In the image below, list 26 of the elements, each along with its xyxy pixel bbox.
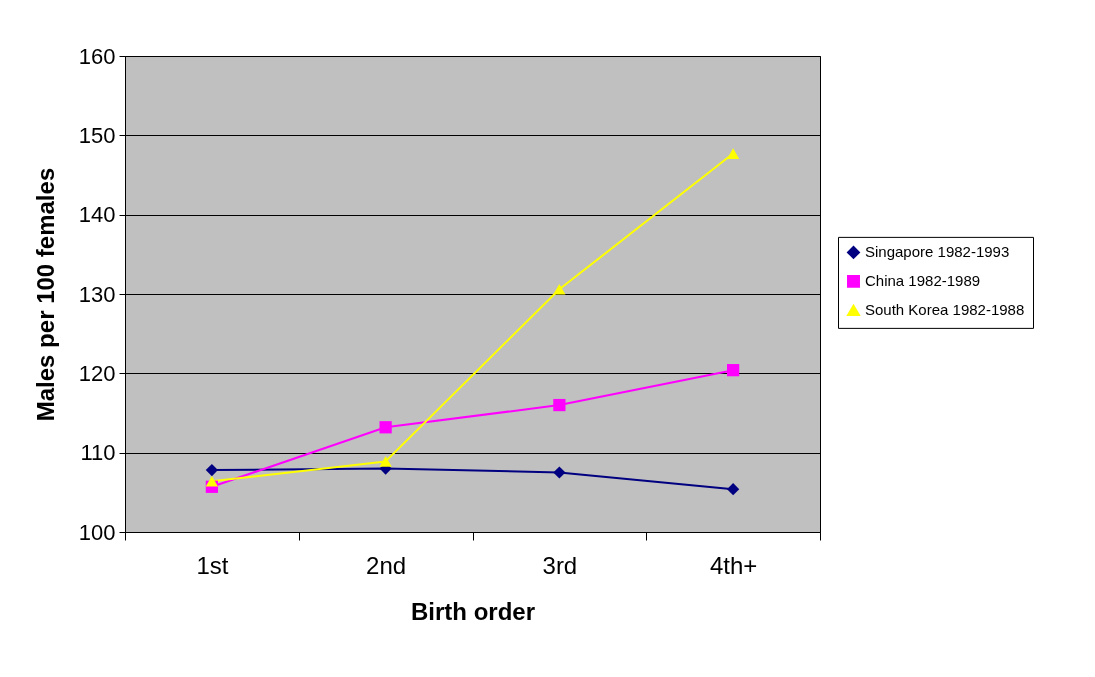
legend-label: South Korea 1982-1988 [865, 301, 1025, 319]
x-tick-label: 4th+ [709, 551, 758, 579]
x-tick-label: 2nd [366, 551, 407, 579]
x-axis-title: Birth order [410, 597, 536, 625]
legend-label: China 1982-1989 [865, 272, 981, 290]
point [727, 364, 740, 377]
y-axis-title: Males per 100 females [31, 167, 59, 422]
point [727, 148, 740, 159]
legend-label: Singapore 1982-1993 [865, 243, 1010, 261]
y-tick-label: 100 [78, 519, 116, 545]
point [205, 475, 218, 487]
y-tick-label: 160 [78, 43, 116, 69]
y-tick-label: 110 [80, 440, 116, 466]
y-tick-label: 130 [78, 281, 116, 307]
x-tick-label: 1st [196, 551, 229, 579]
point [727, 483, 740, 496]
point [553, 283, 566, 295]
point [553, 466, 566, 479]
point [553, 398, 566, 412]
x-tick-label: 3rd [542, 551, 578, 579]
y-tick-label: 140 [78, 202, 116, 228]
point [379, 456, 392, 467]
point [379, 421, 392, 434]
y-tick-label: 150 [78, 122, 116, 148]
point [205, 464, 218, 477]
y-tick-label: 120 [78, 360, 116, 386]
